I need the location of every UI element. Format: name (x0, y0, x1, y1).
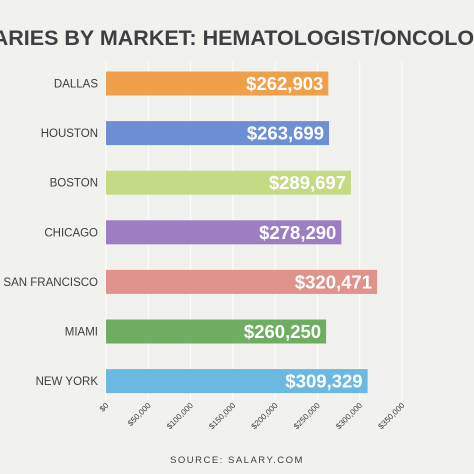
x-tick-label: $200,000 (250, 401, 280, 431)
data-label: $289,697 (269, 172, 346, 193)
data-label: $262,903 (246, 73, 323, 94)
x-tick-label: $0 (98, 401, 111, 414)
bar (106, 369, 368, 394)
bar (106, 319, 327, 344)
x-tick-label: $50,000 (126, 401, 153, 428)
x-axis-ticks: $0 $50,000 $100,000 $150,000 $200,000 $250,00… (98, 401, 407, 431)
data-label: $260,250 (244, 321, 321, 342)
bar (106, 269, 378, 294)
bar (106, 121, 330, 146)
value-labels: $262,903 $263,699 $289,697 $278,290 $320,471… (244, 73, 372, 392)
category-label: SAN FRANCISCO (3, 277, 98, 289)
source-note: SOURCE: SALARY.COM (170, 455, 304, 466)
category-label: BOSTON (50, 178, 98, 190)
bar (106, 170, 352, 195)
chart-title: SALARIES BY MARKET: HEMATOLOGIST/ONCOLOG… (0, 26, 474, 50)
category-label: CHICAGO (44, 227, 98, 239)
data-label: $309,329 (285, 371, 362, 392)
category-label: DALLAS (54, 79, 98, 91)
category-label: HOUSTON (41, 128, 98, 140)
bar (106, 220, 342, 245)
data-label: $263,699 (247, 123, 324, 144)
x-tick-label: $100,000 (165, 401, 195, 431)
category-label: MIAMI (65, 327, 98, 339)
category-labels: DALLAS HOUSTON BOSTON CHICAGO SAN FRANCISCO M… (3, 79, 98, 389)
bar (106, 71, 329, 96)
data-label: $320,471 (295, 271, 372, 292)
bars (106, 71, 378, 394)
x-tick-label: $250,000 (292, 401, 322, 431)
x-tick-label: $150,000 (207, 401, 237, 431)
category-label: NEW YORK (36, 376, 99, 388)
x-tick-label: $350,000 (376, 401, 406, 431)
data-label: $278,290 (259, 222, 336, 243)
x-tick-label: $300,000 (334, 401, 364, 431)
